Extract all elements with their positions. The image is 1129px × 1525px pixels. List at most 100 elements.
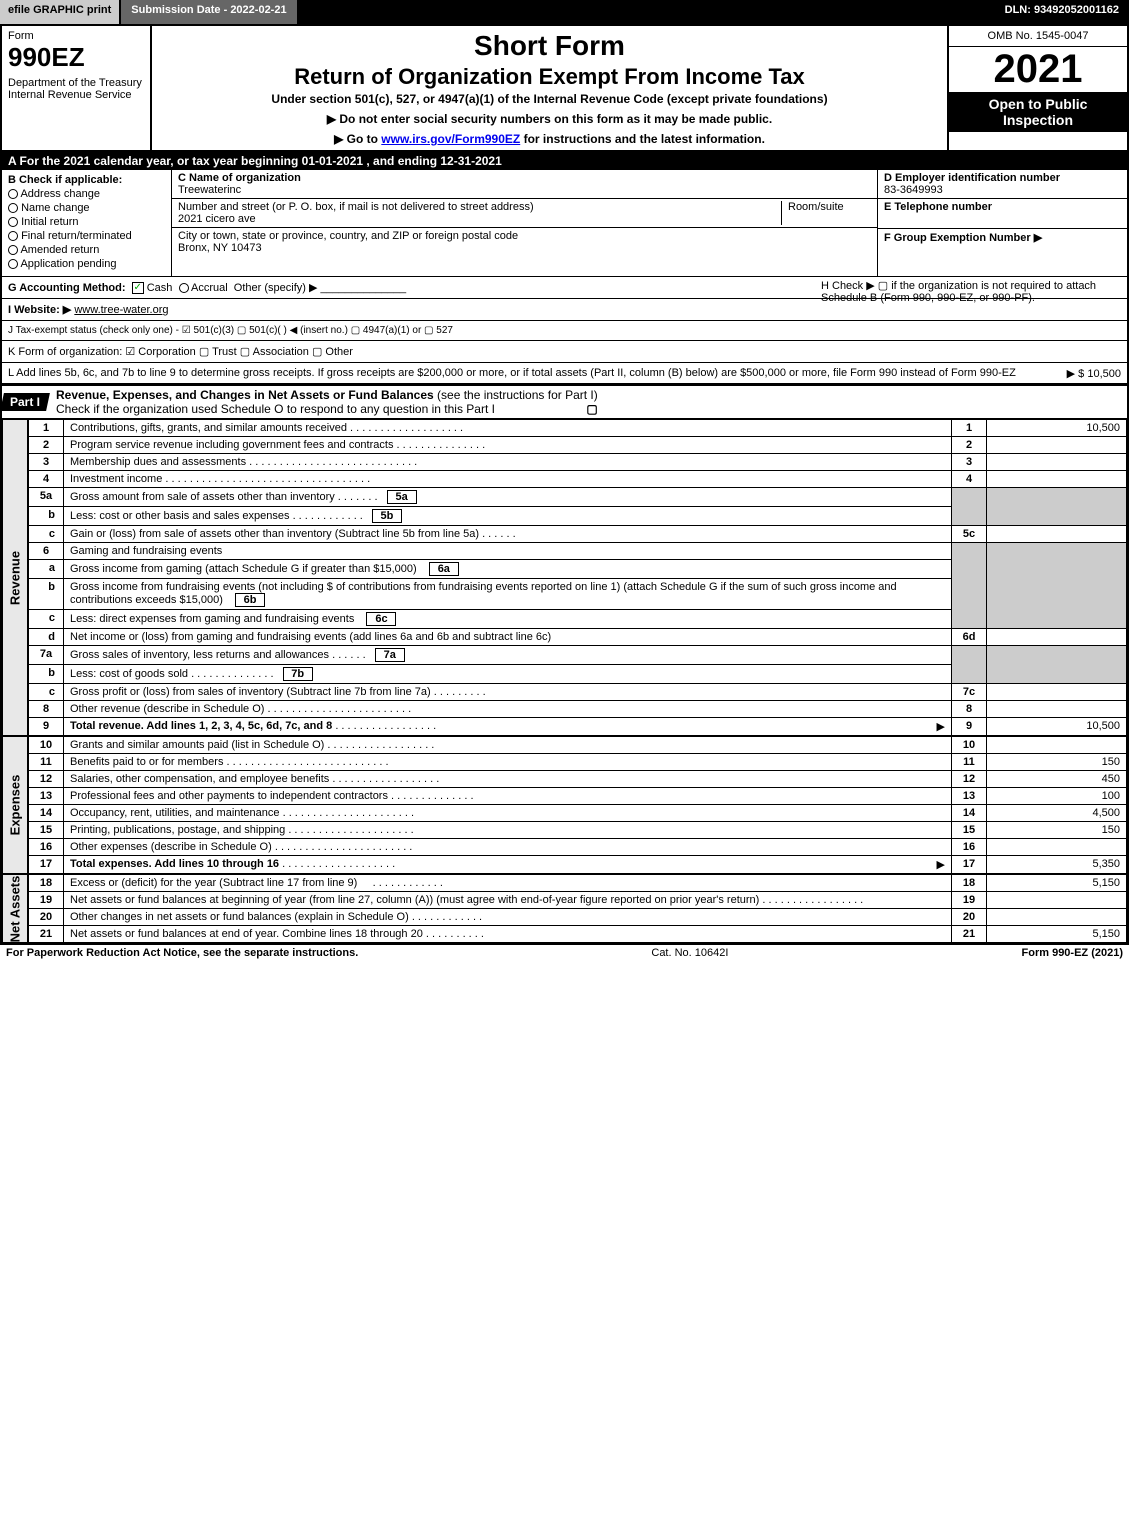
form-990ez: Form 990EZ Department of the Treasury In… [0,24,1129,945]
dln-label: DLN: 93492052001162 [995,0,1129,24]
under-section: Under section 501(c), 527, or 4947(a)(1)… [160,92,939,106]
department-label: Department of the Treasury Internal Reve… [8,77,144,101]
part-1-tab: Part I [0,393,50,411]
expenses-table: 10Grants and similar amounts paid (list … [28,736,1127,874]
line-1: 1Contributions, gifts, grants, and simil… [29,420,1127,437]
chk-name-change-label: Name change [21,202,90,214]
submission-date: Submission Date - 2022-02-21 [121,0,296,24]
chk-initial-return[interactable]: Initial return [8,216,165,228]
top-bar: efile GRAPHIC print Submission Date - 20… [0,0,1129,24]
page-footer: For Paperwork Reduction Act Notice, see … [0,945,1129,961]
note-ssn: ▶ Do not enter social security numbers o… [160,112,939,126]
section-f: F Group Exemption Number ▶ [878,229,1127,246]
section-l-text: L Add lines 5b, 6c, and 7b to line 9 to … [8,367,1016,379]
section-k: K Form of organization: ☑ Corporation ▢ … [2,341,1127,363]
chk-amended-return[interactable]: Amended return [8,244,165,256]
row-a-calendar: A For the 2021 calendar year, or tax yea… [2,152,1127,170]
line-15: 15Printing, publications, postage, and s… [29,822,1127,839]
expenses-side-label: Expenses [2,736,28,874]
group-exemption-label: F Group Exemption Number ▶ [884,232,1042,244]
chk-initial-return-label: Initial return [21,216,78,228]
line-6: 6Gaming and fundraising events [29,543,1127,560]
room-suite-label: Room/suite [781,201,871,225]
form-label: Form [8,30,144,42]
line-7c: cGross profit or (loss) from sales of in… [29,684,1127,701]
chk-final-return-label: Final return/terminated [21,230,132,242]
revenue-section: Revenue 1Contributions, gifts, grants, a… [2,419,1127,736]
section-d: D Employer identification number 83-3649… [878,170,1127,199]
part-1-check-box[interactable]: ▢ [586,402,597,416]
section-def: D Employer identification number 83-3649… [877,170,1127,276]
line-3: 3Membership dues and assessments . . . .… [29,454,1127,471]
section-e: E Telephone number [878,199,1127,229]
section-c: C Name of organization Treewaterinc Numb… [172,170,877,276]
line-19: 19Net assets or fund balances at beginni… [29,892,1127,909]
line-7a: 7aGross sales of inventory, less returns… [29,646,1127,665]
line-13: 13Professional fees and other payments t… [29,788,1127,805]
line-16: 16Other expenses (describe in Schedule O… [29,839,1127,856]
section-g-h: G Accounting Method: Cash Accrual Other … [2,277,1127,299]
chk-name-change[interactable]: Name change [8,202,165,214]
org-city-label: City or town, state or province, country… [178,230,518,242]
footer-cat-no: Cat. No. 10642I [358,947,1021,959]
part-1-title: Revenue, Expenses, and Changes in Net As… [48,386,606,418]
line-5c: cGain or (loss) from sale of assets othe… [29,526,1127,543]
open-to-public: Open to Public Inspection [949,92,1127,132]
header-left: Form 990EZ Department of the Treasury In… [2,26,152,150]
net-assets-side-label: Net Assets [2,874,28,943]
line-21: 21Net assets or fund balances at end of … [29,926,1127,943]
irs-link[interactable]: www.irs.gov/Form990EZ [381,132,520,146]
efile-print-button[interactable]: efile GRAPHIC print [0,0,121,24]
part-1-check-text: Check if the organization used Schedule … [56,402,495,416]
form-header: Form 990EZ Department of the Treasury In… [2,26,1127,152]
info-grid: B Check if applicable: Address change Na… [2,170,1127,277]
line-9: 9Total revenue. Add lines 1, 2, 3, 4, 5c… [29,718,1127,736]
chk-application-pending-label: Application pending [20,258,116,270]
main-title: Return of Organization Exempt From Incom… [160,64,939,90]
section-b-header: B Check if applicable: [8,174,122,186]
part-1-header: Part I Revenue, Expenses, and Changes in… [2,384,1127,419]
chk-address-change[interactable]: Address change [8,188,165,200]
org-name-label: C Name of organization [178,172,301,184]
line-6d: dNet income or (loss) from gaming and fu… [29,629,1127,646]
net-assets-section: Net Assets 18Excess or (deficit) for the… [2,874,1127,943]
note-goto-pre: ▶ Go to [334,132,381,146]
line-20: 20Other changes in net assets or fund ba… [29,909,1127,926]
omb-number: OMB No. 1545-0047 [949,26,1127,47]
org-addr-value: 2021 cicero ave [178,213,256,225]
chk-accrual-label: Accrual [191,282,228,294]
line-12: 12Salaries, other compensation, and empl… [29,771,1127,788]
chk-accrual[interactable] [179,283,189,293]
short-form-title: Short Form [160,30,939,62]
chk-address-change-label: Address change [20,188,100,200]
header-center: Short Form Return of Organization Exempt… [152,26,947,150]
section-i: I Website: ▶ www.tree-water.org [2,299,1127,321]
line-11: 11Benefits paid to or for members . . . … [29,754,1127,771]
line-14: 14Occupancy, rent, utilities, and mainte… [29,805,1127,822]
form-number: 990EZ [8,42,144,73]
chk-amended-return-label: Amended return [20,244,99,256]
line-17: 17Total expenses. Add lines 10 through 1… [29,856,1127,874]
line-18: 18Excess or (deficit) for the year (Subt… [29,875,1127,892]
note-goto-post: for instructions and the latest informat… [520,132,765,146]
chk-cash[interactable] [132,282,144,294]
chk-final-return[interactable]: Final return/terminated [8,230,165,242]
line-5a: 5aGross amount from sale of assets other… [29,488,1127,507]
header-right: OMB No. 1545-0047 2021 Open to Public In… [947,26,1127,150]
org-addr-label: Number and street (or P. O. box, if mail… [178,201,534,213]
section-l: L Add lines 5b, 6c, and 7b to line 9 to … [2,363,1127,384]
ein-value: 83-3649993 [884,184,943,196]
topbar-spacer [297,0,995,24]
revenue-table: 1Contributions, gifts, grants, and simil… [28,419,1127,736]
website-value: www.tree-water.org [74,304,168,316]
net-assets-table: 18Excess or (deficit) for the year (Subt… [28,874,1127,943]
org-city-row: City or town, state or province, country… [172,228,877,256]
chk-other-label: Other (specify) ▶ [234,282,318,294]
chk-application-pending[interactable]: Application pending [8,258,165,270]
accounting-method-label: G Accounting Method: [8,282,126,294]
line-8: 8Other revenue (describe in Schedule O) … [29,701,1127,718]
footer-form-ref: Form 990-EZ (2021) [1022,947,1123,959]
line-10: 10Grants and similar amounts paid (list … [29,737,1127,754]
revenue-side-label: Revenue [2,419,28,736]
org-city-value: Bronx, NY 10473 [178,242,262,254]
